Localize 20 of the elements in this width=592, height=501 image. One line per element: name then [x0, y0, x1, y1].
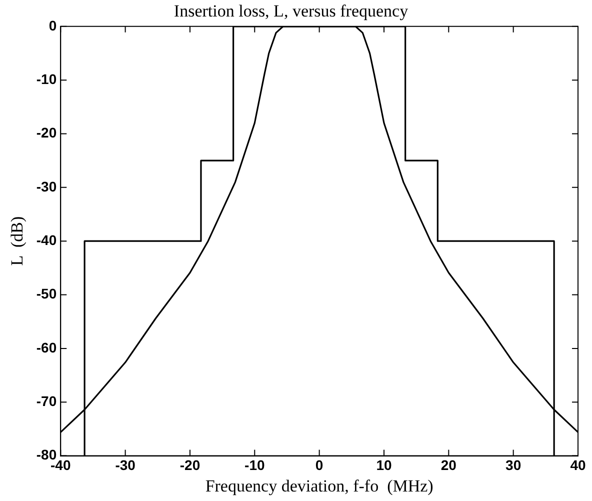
- y-tick-label: -30: [36, 178, 57, 194]
- x-tick-label: 20: [440, 457, 457, 474]
- y-tick-label: -40: [36, 232, 57, 248]
- x-tick-label: 40: [570, 457, 586, 474]
- x-tick-label: -10: [244, 457, 265, 474]
- x-tick-label: 0: [315, 457, 324, 474]
- y-tick-label: -10: [36, 70, 57, 87]
- y-tick-label: -50: [36, 286, 57, 302]
- y-tick-label: -60: [36, 339, 57, 356]
- x-tick-label: -30: [115, 457, 136, 474]
- x-tick-label: 30: [506, 457, 522, 474]
- y-tick-label: 0: [48, 17, 57, 34]
- y-tick-label: -80: [36, 446, 57, 463]
- x-tick-label: -20: [180, 457, 200, 474]
- chart-title: Insertion loss, L, versus frequency: [174, 2, 409, 21]
- y-tick-label: -20: [36, 124, 57, 141]
- x-axis-title: Frequency deviation, f-fo (MHz): [205, 476, 434, 496]
- x-tick-label: 10: [376, 457, 392, 474]
- y-axis-title: L (dB): [8, 216, 27, 266]
- y-tick-label: -70: [36, 392, 57, 409]
